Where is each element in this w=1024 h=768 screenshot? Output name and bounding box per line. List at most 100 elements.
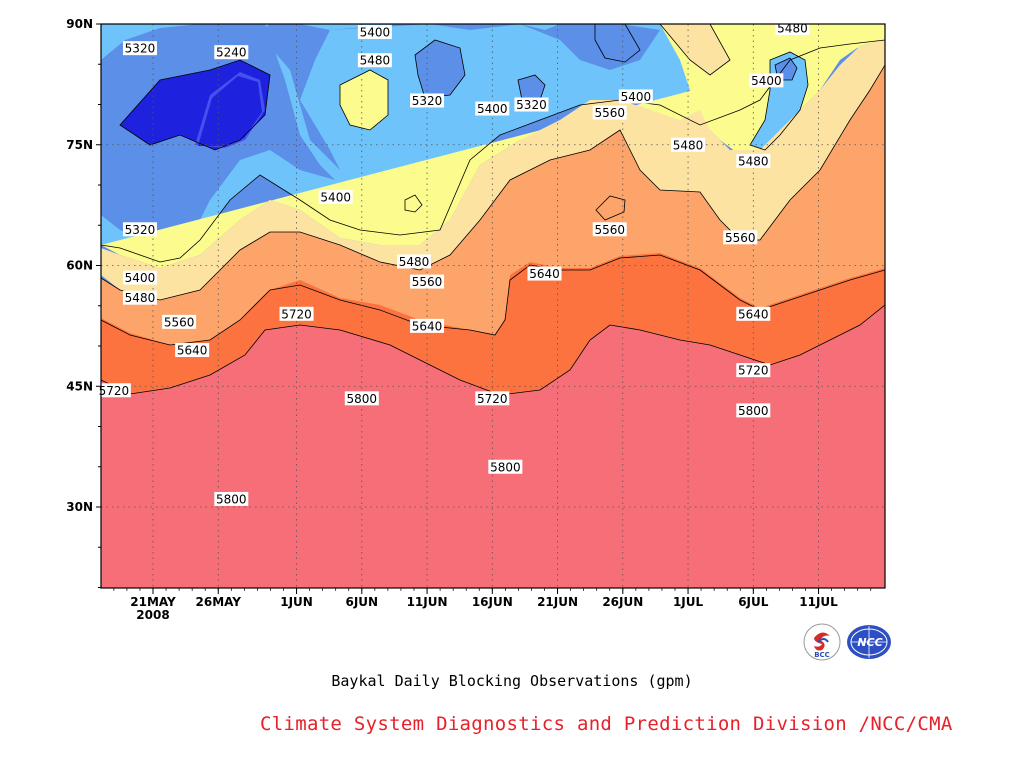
x-tick-label: 26JUN [602, 595, 643, 609]
contour-label-bg [214, 45, 249, 60]
contour-label-bg [96, 383, 131, 398]
contour-label-text: 5800 [490, 460, 521, 474]
contour-label-text: 5400 [125, 271, 156, 285]
contour-label: 5560 [410, 274, 445, 289]
contour-label-bg [162, 314, 197, 329]
contour-fill-5560-16 [660, 24, 730, 75]
contour-label-text: 5400 [320, 191, 351, 205]
contour-line-21 [101, 304, 885, 588]
contour-label-text: 5480 [360, 54, 391, 68]
contour-label: 5640 [410, 318, 445, 333]
contour-label: 5800 [214, 491, 249, 506]
contour-label: 5480 [122, 290, 157, 305]
contour-label-text: 5720 [477, 392, 508, 406]
contour-chart: 5320 5240 5400 5480 5320 5400 5320 5400 5560 5480… [66, 17, 886, 622]
contour-label-text: 5320 [412, 94, 443, 108]
contour-label-bg [357, 25, 392, 40]
contour-label-text: 5400 [360, 26, 391, 40]
contour-label-bg [749, 73, 784, 88]
contour-label: 5320 [410, 93, 445, 108]
contour-label-bg [397, 254, 431, 269]
x-tick-label: 16JUN [472, 595, 513, 609]
contour-label-text: 5480 [673, 138, 704, 152]
contour-label-bg [175, 343, 210, 358]
contour-label: 5720 [96, 383, 131, 398]
contour-fill-5320-7 [518, 75, 545, 100]
contour-label-bg [527, 266, 562, 281]
contour-label-bg [736, 306, 771, 321]
contour-label: 5800 [344, 391, 379, 406]
contour-label-text: 5560 [164, 315, 195, 329]
contour-label: 5480 [357, 53, 392, 68]
contour-label-bg [514, 97, 549, 112]
contour-line-16 [659, 24, 731, 76]
contour-line-9 [404, 194, 423, 213]
contour-label: 5400 [749, 73, 784, 88]
x-tick-label: 1JUN [280, 595, 313, 609]
contour-label-text: 5720 [738, 364, 769, 378]
contour-label: 5320 [122, 41, 157, 56]
contour-label-bg [410, 318, 445, 333]
contour-label-text: 5480 [399, 255, 430, 269]
contour-label: 5400 [357, 25, 392, 40]
x-tick-label: 26MAY [196, 595, 242, 609]
x-tick-label: 1JUL [673, 595, 704, 609]
contour-fill-5720-20 [101, 253, 885, 395]
contour-fill-5480-11 [101, 24, 885, 268]
contour-label-text: 5560 [725, 231, 756, 245]
contour-label-text: 5400 [751, 74, 782, 88]
contour-label-bg [279, 306, 314, 321]
contour-label-text: 5720 [99, 384, 130, 398]
y-tick-label: 30N [66, 500, 93, 514]
x-year-label: 2008 [136, 608, 169, 622]
ncc-logo-text: NCC [857, 636, 882, 649]
contour-label-text: 5320 [516, 98, 547, 112]
contour-label-bg [475, 391, 510, 406]
x-tick-label: 6JUN [345, 595, 378, 609]
contour-label-text: 5400 [477, 102, 508, 116]
contour-label-text: 5560 [594, 106, 625, 120]
chart-title: Baykal Daily Blocking Observations (gpm) [331, 672, 693, 690]
contour-label: 5560 [162, 314, 197, 329]
contour-label-text: 5320 [125, 223, 156, 237]
contour-label-bg [592, 222, 627, 237]
x-tick-label: 11JUL [799, 595, 838, 609]
contour-label: 5800 [488, 459, 523, 474]
contour-label-bg [122, 290, 157, 305]
contour-label-text: 5560 [594, 223, 625, 237]
contour-label: 5720 [736, 363, 771, 378]
x-tick-label: 11JUN [407, 595, 448, 609]
contour-label-bg [736, 153, 771, 168]
contour-label: 5400 [122, 270, 157, 285]
contour-line-7 [517, 74, 546, 101]
contour-label-bg [488, 459, 523, 474]
y-tick-label: 90N [66, 17, 93, 31]
contour-label: 5320 [514, 97, 549, 112]
contour-fill-5480-10 [340, 70, 388, 130]
contour-label-text: 5800 [216, 492, 247, 506]
contour-label-bg [122, 41, 157, 56]
contour-label-bg [318, 190, 353, 205]
contour-label-text: 5560 [412, 275, 443, 289]
contour-label-bg [592, 105, 627, 120]
credit-text: Climate System Diagnostics and Predictio… [260, 713, 953, 735]
contour-label-text: 5480 [738, 154, 769, 168]
contour-label-bg [122, 222, 157, 237]
contour-line-10 [339, 69, 389, 131]
contour-label: 5400 [475, 101, 510, 116]
contour-label-bg [618, 89, 653, 104]
contour-fill-5320-8 [595, 24, 640, 62]
contour-label-text: 5480 [125, 291, 156, 305]
bcc-logo-text: BCC [814, 651, 830, 659]
contour-label-bg [736, 363, 771, 378]
contour-label: 5560 [592, 222, 627, 237]
x-tick-label: 21JUN [537, 595, 578, 609]
contour-label-text: 5640 [412, 319, 443, 333]
contour-fill-5320-6 [415, 40, 465, 98]
contour-line-6 [414, 39, 466, 99]
contour-label-text: 5720 [281, 307, 312, 321]
contour-label-bg [214, 491, 249, 506]
contour-label: 5640 [527, 266, 562, 281]
contour-label: 5800 [736, 403, 771, 418]
contour-label: 5560 [723, 230, 758, 245]
